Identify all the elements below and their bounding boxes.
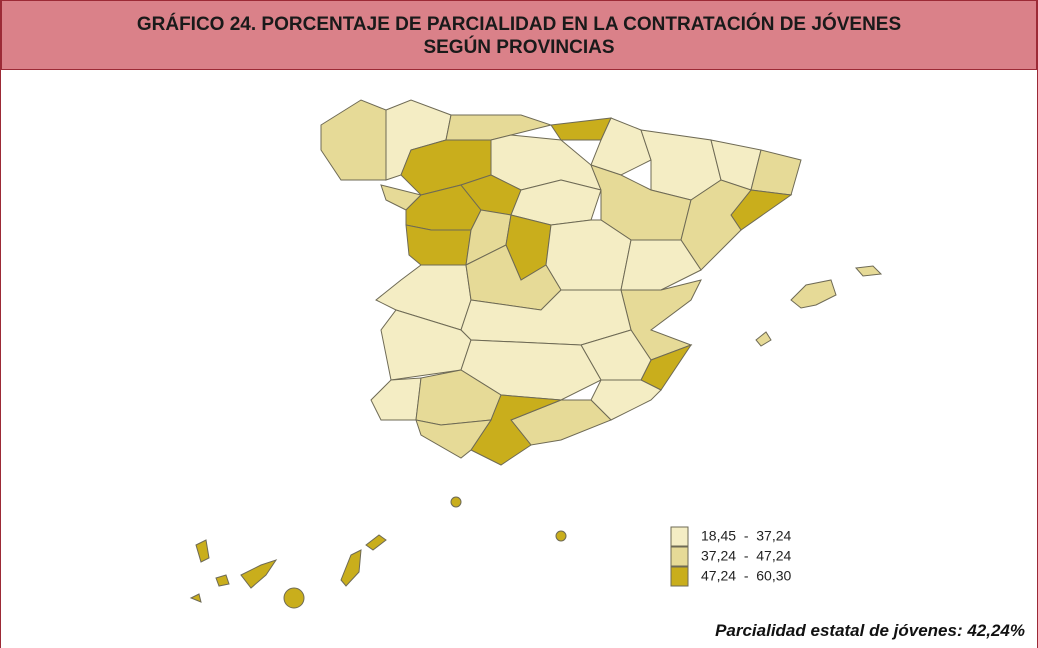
province [445,114,553,141]
title-line: GRÁFICO 24. PORCENTAJE DE PARCIALIDAD EN… [136,14,902,35]
province [195,539,210,563]
title-bar: GRÁFICO 24. PORCENTAJE DE PARCIALIDAD EN… [1,0,1037,70]
province [755,331,772,347]
legend-swatch [670,546,689,567]
provinces [189,99,883,609]
province [620,239,702,291]
province [450,496,462,508]
province [240,559,278,589]
province [490,134,602,191]
province [283,587,305,609]
legend-swatch [670,566,689,587]
province [854,265,883,277]
province [415,419,493,459]
province [370,377,422,421]
province [405,224,472,266]
legend: 18,45 - 37,24 37,24 - 47,24 47,24 - 60,30 [670,526,792,587]
province [365,534,387,551]
legend-swatch [670,526,689,547]
province [555,530,567,542]
province [470,394,562,466]
legend-label: 37,24 - 47,24 [701,548,792,564]
note: Parcialidad estatal de jóvenes: 42,24% [715,621,1025,640]
legend-label: 18,45 - 37,24 [701,528,792,544]
legend-label: 47,24 - 60,30 [701,568,792,584]
province [215,574,230,587]
title-line: SEGÚN PROVINCIAS [423,37,615,58]
province [320,99,387,181]
province [189,593,202,603]
province [340,549,362,587]
province [790,279,837,309]
